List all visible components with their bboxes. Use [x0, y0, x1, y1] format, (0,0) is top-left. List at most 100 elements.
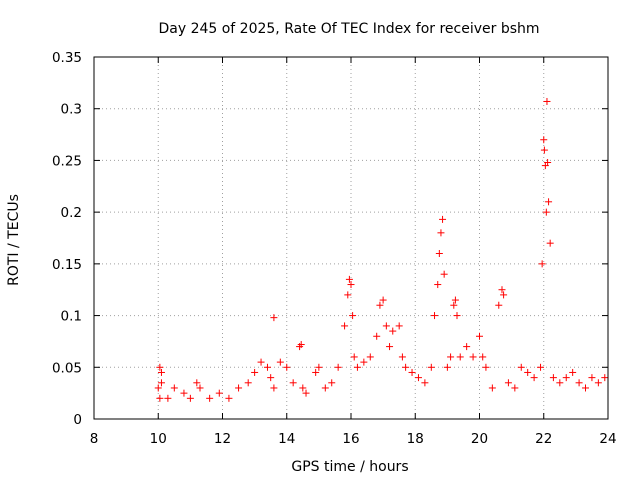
data-point [263, 363, 271, 371]
x-tick-label: 8 [90, 431, 99, 447]
data-point [447, 353, 455, 361]
data-point [463, 343, 471, 351]
data-point [157, 368, 165, 376]
data-point [546, 239, 554, 247]
data-point [328, 379, 336, 387]
data-point [544, 158, 552, 166]
data-point [504, 379, 512, 387]
data-point [540, 136, 548, 144]
data-point [353, 363, 361, 371]
data-point [270, 314, 278, 322]
x-tick-label: 16 [342, 431, 359, 447]
data-point [379, 296, 387, 304]
data-point [276, 358, 284, 366]
data-point [540, 146, 548, 154]
x-tick-label: 10 [150, 431, 167, 447]
data-point [538, 260, 546, 268]
y-tick-label: 0.35 [52, 50, 82, 66]
data-point [251, 368, 259, 376]
data-point [601, 374, 609, 382]
data-point [594, 379, 602, 387]
data-point [206, 394, 214, 402]
data-point [193, 379, 201, 387]
data-point [235, 384, 243, 392]
data-point [321, 384, 329, 392]
data-point [542, 208, 550, 216]
data-point [453, 312, 461, 320]
data-point [439, 215, 447, 223]
axis-ticks: 8 10 12 14 16 18 20 22 24 0 0.05 0.1 0.15 0.2 0.25 0.3 0… [52, 50, 617, 447]
data-point [479, 353, 487, 361]
data-point [299, 384, 307, 392]
data-point [347, 281, 355, 289]
data-point [302, 389, 310, 397]
y-tick-label: 0.05 [52, 360, 82, 376]
data-point [562, 374, 570, 382]
data-point [345, 275, 353, 283]
data-point [156, 363, 164, 371]
data-point [297, 341, 305, 349]
data-point [270, 384, 278, 392]
data-point [180, 389, 188, 397]
x-tick-label: 22 [535, 431, 552, 447]
data-point [283, 363, 291, 371]
data-point [431, 312, 439, 320]
data-point [434, 281, 442, 289]
y-tick-label: 0.2 [61, 205, 82, 221]
data-point [376, 301, 384, 309]
data-point [498, 286, 506, 294]
data-point [267, 374, 275, 382]
data-point [170, 384, 178, 392]
data-point [437, 229, 445, 237]
data-point [402, 363, 410, 371]
data-point [315, 363, 323, 371]
data-point [500, 291, 508, 299]
y-tick-label: 0 [73, 412, 82, 428]
data-point [186, 394, 194, 402]
data-point [366, 353, 374, 361]
data-point [427, 363, 435, 371]
data-point [386, 343, 394, 351]
data-point [196, 384, 204, 392]
data-point [517, 363, 525, 371]
data-point [349, 312, 357, 320]
data-point [334, 363, 342, 371]
data-point [440, 270, 448, 278]
data-point [569, 368, 577, 376]
data-point [414, 374, 422, 382]
data-point [421, 379, 429, 387]
data-point [225, 394, 233, 402]
data-point [545, 198, 553, 206]
y-tick-label: 0.3 [61, 102, 82, 118]
data-point [373, 332, 381, 340]
data-point [360, 358, 368, 366]
data-point [341, 322, 349, 330]
chart-title: Day 245 of 2025, Rate Of TEC Index for r… [158, 21, 539, 37]
data-point [257, 358, 265, 366]
data-point [556, 379, 564, 387]
data-point [451, 296, 459, 304]
data-point [164, 394, 172, 402]
data-point [450, 301, 458, 309]
data-point [395, 322, 403, 330]
data-point [488, 384, 496, 392]
x-tick-label: 20 [471, 431, 488, 447]
data-point [549, 374, 557, 382]
data-point [398, 353, 406, 361]
data-point [312, 368, 320, 376]
data-point [543, 97, 551, 105]
data-point [344, 291, 352, 299]
data-point [495, 301, 503, 309]
data-point [582, 384, 590, 392]
y-tick-label: 0.15 [52, 257, 82, 273]
data-point [511, 384, 519, 392]
data-point [537, 363, 545, 371]
data-point [408, 368, 416, 376]
data-point [524, 368, 532, 376]
data-point [476, 332, 483, 340]
grid [94, 57, 608, 419]
data-point [350, 353, 358, 361]
data-point [157, 379, 165, 387]
data-point [482, 363, 490, 371]
x-tick-label: 18 [407, 431, 424, 447]
